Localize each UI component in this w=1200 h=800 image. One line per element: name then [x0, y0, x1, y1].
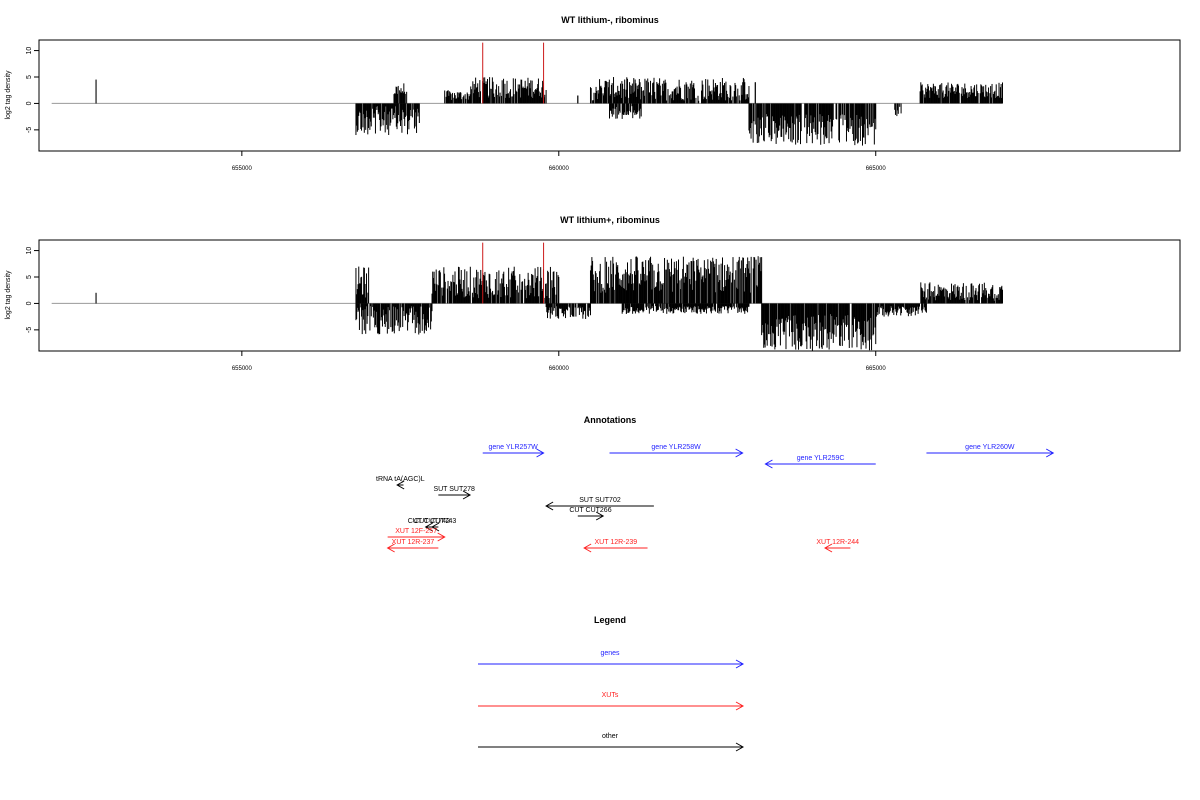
density-panel-lithium-plus: WT lithium+, ribominus log2 tag density … — [5, 215, 1181, 372]
feature-arrowhead — [386, 543, 395, 553]
annotation-feature: gene YLR257W — [482, 444, 545, 458]
x-tick-label: 655000 — [232, 366, 253, 372]
annotation-feature: XUT 12R-237 — [386, 539, 439, 553]
feature-arrowhead — [735, 448, 744, 458]
y-tick-label: -5 — [26, 327, 33, 333]
annotation-feature: CUT CUT266 — [569, 507, 612, 521]
feature-label: gene YLR260W — [965, 444, 1015, 451]
annotation-feature: SUT SUT702 — [545, 497, 654, 511]
feature-label: SUT SUT702 — [579, 497, 621, 504]
density-panel-lithium-minus: WT lithium-, ribominus log2 tag density … — [5, 15, 1181, 172]
feature-arrowhead — [536, 448, 545, 458]
density-bars — [51, 256, 1004, 351]
feature-label: CUT CUT266 — [569, 507, 611, 514]
annotation-feature: XUT 12F-257 — [387, 528, 446, 542]
feature-label: XUT 12R-239 — [595, 539, 638, 546]
y-tick-label: 0 — [26, 101, 33, 105]
x-tick-label: 660000 — [549, 366, 570, 372]
density-bars — [51, 77, 1004, 146]
feature-label: CUT CUT742 — [408, 518, 450, 525]
legend-label: other — [602, 733, 619, 740]
feature-label: gene YLR257W — [489, 444, 539, 451]
feature-label: tRNA tA(AGC)L — [376, 476, 425, 483]
annotation-feature: gene YLR260W — [926, 444, 1055, 458]
highlight-lines — [482, 42, 545, 104]
panel-title: WT lithium+, ribominus — [560, 215, 660, 225]
x-tick-label: 660000 — [549, 166, 570, 172]
x-tick-label: 665000 — [866, 166, 887, 172]
feature-arrowhead — [1045, 448, 1055, 458]
annotation-feature: XUT 12R-244 — [816, 539, 859, 553]
feature-arrowhead — [545, 501, 554, 511]
feature-label: XUT 12R-244 — [816, 539, 859, 546]
feature-arrowhead — [824, 543, 833, 553]
legend: Legend genes XUTs other — [478, 615, 745, 752]
annotation-feature: XUT 12R-239 — [583, 539, 648, 553]
feature-arrowhead — [764, 459, 773, 469]
feature-arrowhead — [424, 522, 433, 532]
feature-arrowhead — [595, 511, 605, 521]
feature-arrowhead — [583, 543, 592, 553]
y-axis-ticks: -5 0 5 10 — [26, 47, 40, 133]
y-axis-ticks: -5 0 5 10 — [26, 247, 40, 333]
feature-label: gene YLR258W — [651, 444, 701, 451]
annotation-feature: tRNA tA(AGC)L — [376, 476, 425, 490]
legend-items: genes XUTs other — [478, 650, 745, 752]
annotation-feature: gene YLR258W — [609, 444, 744, 458]
feature-arrowhead — [437, 532, 446, 542]
feature-label: XUT 12R-237 — [392, 539, 435, 546]
legend-arrowhead — [735, 742, 745, 752]
feature-label: CUT CUT743 — [414, 518, 456, 525]
highlight-lines — [482, 242, 545, 304]
feature-arrowhead — [462, 490, 472, 500]
legend-item: genes — [478, 650, 745, 669]
y-axis-label: log2 tag density — [5, 270, 12, 320]
y-tick-label: 5 — [26, 275, 33, 279]
x-tick-label: 665000 — [866, 366, 887, 372]
feature-label: gene YLR259C — [797, 455, 845, 462]
annotation-track: Annotations gene YLR257W gene YLR258W gene… — [376, 415, 1055, 553]
y-tick-label: 10 — [26, 247, 33, 255]
legend-arrowhead — [735, 659, 745, 669]
legend-item: XUTs — [478, 692, 745, 711]
annotation-features: gene YLR257W gene YLR258W gene YLR260W gene… — [376, 444, 1055, 553]
y-tick-label: -5 — [26, 127, 33, 133]
annotation-feature: CUT CUT742 — [408, 518, 450, 532]
feature-arrowhead — [396, 480, 405, 490]
legend-label: genes — [600, 650, 620, 657]
x-axis-ticks: 655000 660000 665000 — [232, 351, 887, 372]
feature-label: SUT SUT278 — [433, 486, 475, 493]
annotations-title: Annotations — [584, 415, 637, 425]
y-tick-label: 0 — [26, 301, 33, 305]
y-tick-label: 10 — [26, 47, 33, 55]
legend-arrowhead — [735, 701, 745, 711]
x-axis-ticks: 655000 660000 665000 — [232, 151, 887, 172]
feature-label: XUT 12F-257 — [395, 528, 437, 535]
annotation-feature: SUT SUT278 — [433, 486, 475, 500]
x-tick-label: 655000 — [232, 166, 253, 172]
panel-title: WT lithium-, ribominus — [561, 15, 659, 25]
legend-title: Legend — [594, 615, 626, 625]
legend-item: other — [478, 733, 745, 752]
annotation-feature: gene YLR259C — [764, 455, 876, 469]
legend-label: XUTs — [602, 692, 619, 699]
y-axis-label: log2 tag density — [5, 70, 12, 120]
y-tick-label: 5 — [26, 75, 33, 79]
